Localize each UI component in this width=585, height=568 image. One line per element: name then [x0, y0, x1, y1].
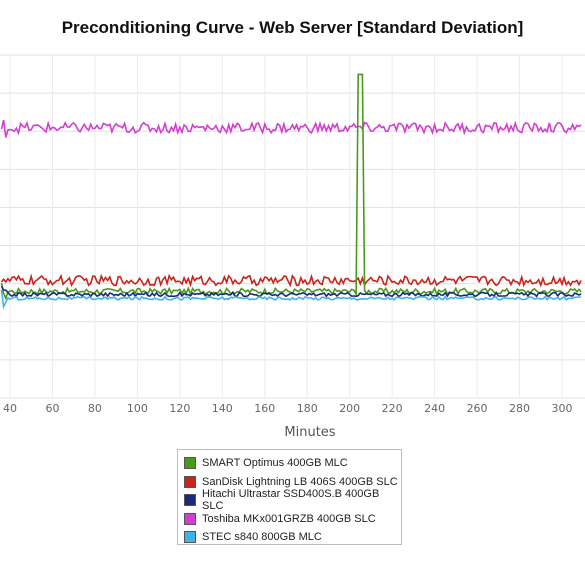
legend-item: Hitachi Ultrastar SSD400S.B 400GB SLC [184, 488, 401, 513]
x-tick-label: 120 [169, 402, 190, 415]
series-line [0, 285, 582, 298]
x-tick-label: 240 [424, 402, 445, 415]
legend-swatch [184, 457, 196, 470]
legend-swatch [184, 494, 196, 507]
legend: SMART Optimus 400GB MLC SanDisk Lightning… [177, 449, 402, 545]
x-tick-label: 280 [509, 402, 530, 415]
x-tick-label: 60 [45, 402, 59, 415]
x-tick-label: 180 [297, 402, 318, 415]
grid-lines [0, 54, 585, 399]
legend-label: STEC s840 800GB MLC [202, 531, 322, 544]
x-tick-label: 260 [467, 402, 488, 415]
series-line [0, 289, 582, 310]
chart-title: Preconditioning Curve - Web Server [Stan… [61, 18, 524, 37]
series-line [0, 273, 582, 288]
legend-swatch [184, 512, 196, 525]
x-tick-label: 300 [552, 402, 573, 415]
x-tick-label: 160 [254, 402, 275, 415]
legend-swatch [184, 531, 196, 544]
legend-item: SanDisk Lightning LB 406S 400GB SLC [184, 473, 401, 492]
series-lines [0, 73, 582, 310]
x-tick-label: 220 [382, 402, 403, 415]
series-line [0, 119, 582, 138]
x-tick-label: 140 [212, 402, 233, 415]
x-tick-label: 80 [88, 402, 102, 415]
legend-item: Toshiba MKx001GRZB 400GB SLC [184, 510, 401, 529]
legend-item: SMART Optimus 400GB MLC [184, 454, 401, 473]
x-tick-label: 100 [127, 402, 148, 415]
x-tick-label: 40 [3, 402, 17, 415]
x-tick-label: 200 [339, 402, 360, 415]
series-line [0, 73, 582, 301]
legend-item: STEC s840 800GB MLC [184, 528, 401, 547]
x-axis-ticks: 40 60 80 100 120 140 160 180 200 220 240 260 280 300 [3, 402, 573, 415]
legend-label: Toshiba MKx001GRZB 400GB SLC [202, 512, 376, 525]
legend-label: SMART Optimus 400GB MLC [202, 457, 348, 470]
legend-label: SanDisk Lightning LB 406S 400GB SLC [202, 475, 398, 488]
legend-swatch [184, 475, 196, 488]
x-axis-label: Minutes [284, 425, 335, 440]
legend-label: Hitachi Ultrastar SSD400S.B 400GB SLC [202, 488, 380, 513]
